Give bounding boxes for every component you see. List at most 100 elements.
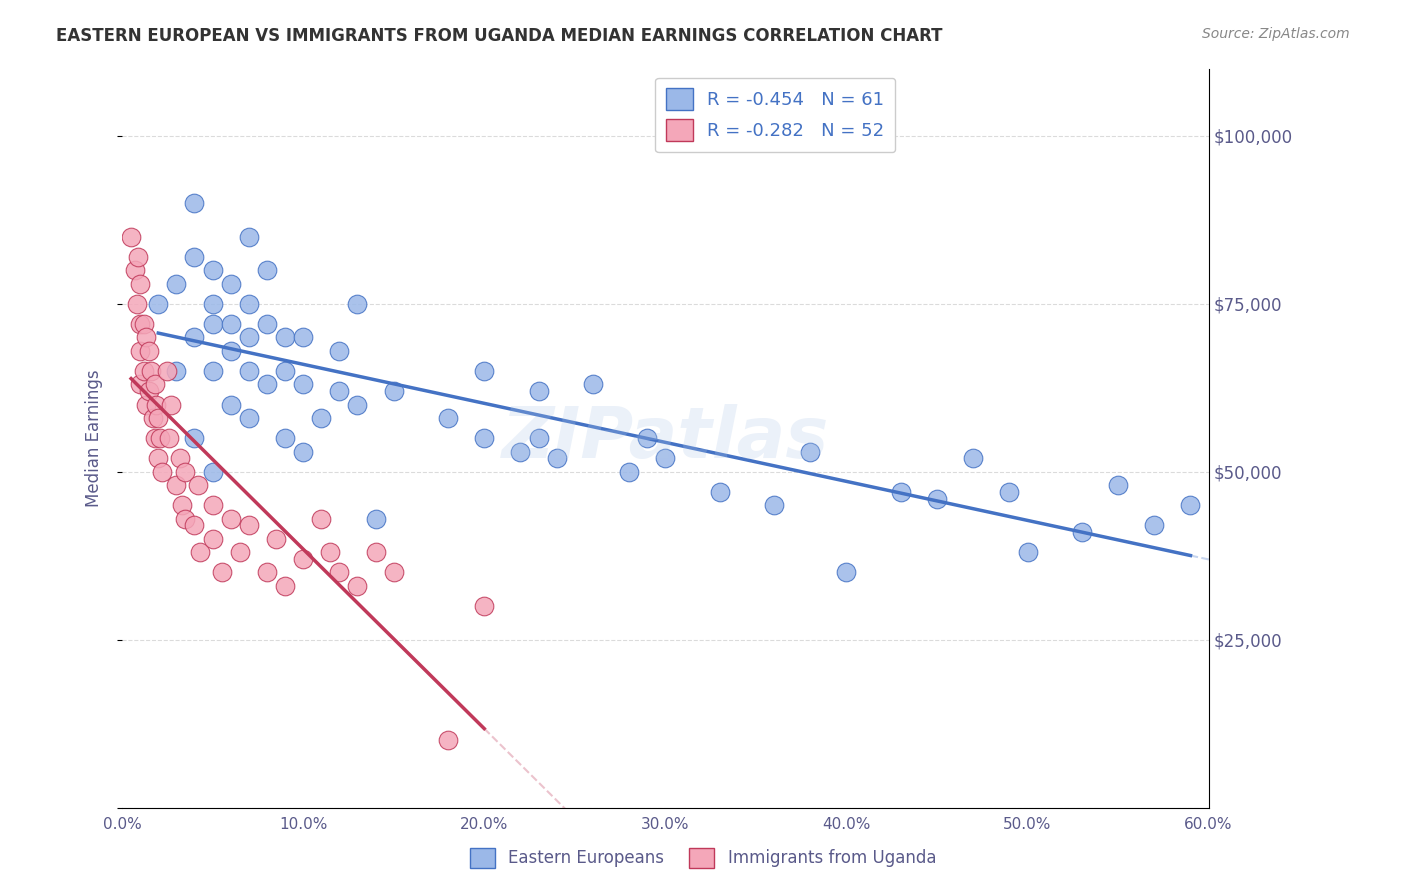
Point — [148, 411, 170, 425]
Point — [211, 566, 233, 580]
Point — [274, 431, 297, 445]
Legend: R = -0.454   N = 61, R = -0.282   N = 52: R = -0.454 N = 61, R = -0.282 N = 52 — [655, 78, 896, 153]
Point — [183, 518, 205, 533]
Point — [346, 296, 368, 310]
Point — [129, 377, 152, 392]
Point — [135, 330, 157, 344]
Point — [256, 317, 278, 331]
Point — [174, 465, 197, 479]
Point — [274, 579, 297, 593]
Point — [183, 330, 205, 344]
Point — [188, 545, 211, 559]
Point — [546, 451, 568, 466]
Point — [229, 545, 252, 559]
Point — [219, 277, 242, 291]
Point — [256, 377, 278, 392]
Point — [132, 317, 155, 331]
Point — [762, 498, 785, 512]
Point — [292, 377, 315, 392]
Point — [145, 397, 167, 411]
Point — [219, 512, 242, 526]
Point — [890, 484, 912, 499]
Point — [472, 431, 495, 445]
Point — [201, 465, 224, 479]
Point — [150, 465, 173, 479]
Point — [160, 397, 183, 411]
Point — [148, 451, 170, 466]
Point — [156, 364, 179, 378]
Point — [472, 599, 495, 613]
Point — [617, 465, 640, 479]
Point — [201, 532, 224, 546]
Point — [201, 263, 224, 277]
Point — [582, 377, 605, 392]
Point — [201, 498, 224, 512]
Point — [437, 733, 460, 747]
Point — [219, 343, 242, 358]
Point — [274, 330, 297, 344]
Point — [274, 364, 297, 378]
Point — [238, 229, 260, 244]
Point — [962, 451, 984, 466]
Point — [143, 431, 166, 445]
Point — [201, 364, 224, 378]
Point — [799, 444, 821, 458]
Text: Source: ZipAtlas.com: Source: ZipAtlas.com — [1202, 27, 1350, 41]
Point — [142, 411, 165, 425]
Point — [139, 364, 162, 378]
Point — [654, 451, 676, 466]
Point — [527, 384, 550, 398]
Point — [165, 364, 187, 378]
Point — [998, 484, 1021, 499]
Point — [319, 545, 342, 559]
Point — [238, 296, 260, 310]
Point — [509, 444, 531, 458]
Point — [148, 296, 170, 310]
Point — [238, 330, 260, 344]
Point — [138, 384, 160, 398]
Point — [129, 343, 152, 358]
Point — [183, 195, 205, 210]
Point — [238, 518, 260, 533]
Point — [472, 364, 495, 378]
Point — [183, 250, 205, 264]
Point — [925, 491, 948, 506]
Point — [1143, 518, 1166, 533]
Legend: Eastern Europeans, Immigrants from Uganda: Eastern Europeans, Immigrants from Ugand… — [463, 841, 943, 875]
Point — [201, 296, 224, 310]
Point — [292, 444, 315, 458]
Point — [132, 364, 155, 378]
Point — [238, 411, 260, 425]
Point — [292, 330, 315, 344]
Point — [346, 579, 368, 593]
Point — [165, 478, 187, 492]
Point — [309, 512, 332, 526]
Point — [382, 384, 405, 398]
Point — [364, 545, 387, 559]
Point — [129, 317, 152, 331]
Point — [124, 263, 146, 277]
Point — [120, 229, 142, 244]
Point — [382, 566, 405, 580]
Point — [328, 343, 350, 358]
Point — [238, 364, 260, 378]
Point — [201, 317, 224, 331]
Point — [1180, 498, 1202, 512]
Point — [328, 566, 350, 580]
Point — [129, 277, 152, 291]
Point — [1107, 478, 1129, 492]
Point — [256, 566, 278, 580]
Point — [127, 250, 149, 264]
Point — [170, 498, 193, 512]
Point — [125, 296, 148, 310]
Point — [527, 431, 550, 445]
Point — [346, 397, 368, 411]
Point — [1070, 525, 1092, 540]
Point — [636, 431, 658, 445]
Point — [157, 431, 180, 445]
Text: EASTERN EUROPEAN VS IMMIGRANTS FROM UGANDA MEDIAN EARNINGS CORRELATION CHART: EASTERN EUROPEAN VS IMMIGRANTS FROM UGAN… — [56, 27, 943, 45]
Point — [219, 317, 242, 331]
Point — [835, 566, 858, 580]
Point — [364, 512, 387, 526]
Point — [1017, 545, 1039, 559]
